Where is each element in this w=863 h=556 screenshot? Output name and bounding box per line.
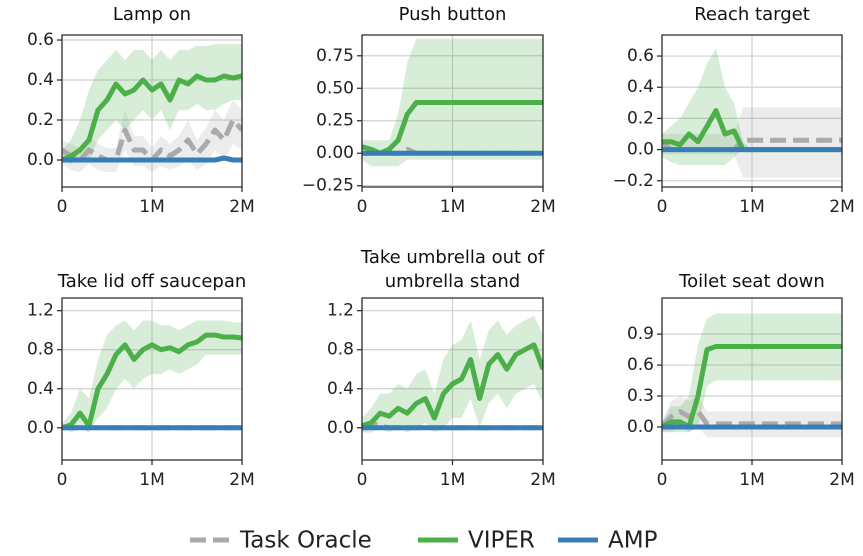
series-line	[662, 343, 842, 430]
y-tick-label: −0.2	[613, 171, 654, 191]
y-tick-label: 0.4	[627, 77, 654, 97]
x-tick-label: 1M	[440, 470, 465, 490]
y-tick-label: 0.0	[327, 418, 354, 438]
y-tick-label: 0.0	[27, 418, 54, 438]
subplot: 0.0 0.3 0.6 0.9 0 1M 2M	[627, 297, 855, 490]
x-tick-label: 0	[357, 470, 368, 490]
legend-label: VIPER	[468, 528, 535, 554]
x-tick-label: 1M	[139, 470, 164, 490]
y-tick-label: 0.75	[316, 46, 354, 66]
plot-area	[662, 313, 842, 438]
subplot-title: Take umbrella out of umbrella stand	[360, 247, 545, 292]
subplot-title: Lamp on	[112, 4, 192, 25]
confidence-band	[62, 320, 242, 433]
legend-label: Task Oracle	[239, 528, 372, 554]
series-line	[62, 155, 242, 163]
subplot: 0.0 0.2 0.4 0.6 0 1M 2M	[27, 30, 255, 217]
y-tick-label: 0.25	[316, 111, 354, 131]
x-tick-label: 0	[57, 197, 68, 217]
series-line	[62, 332, 242, 431]
subplot: −0.2 0.0 0.2 0.4 0.6 0 1M 2M	[613, 34, 855, 217]
legend-label: AMP	[608, 528, 658, 554]
axes-frame	[61, 297, 243, 461]
y-tick-label: 0.0	[627, 140, 654, 160]
plot-area	[362, 38, 543, 167]
confidence-band	[362, 315, 543, 433]
y-tick-label: 0.0	[627, 417, 654, 437]
axes-frame	[61, 34, 243, 188]
x-tick-label: 1M	[739, 197, 764, 217]
series-line	[362, 342, 543, 429]
x-tick-label: 0	[657, 470, 668, 490]
y-tick-label: 0.9	[627, 324, 654, 344]
subplot-title: Push button	[398, 4, 507, 25]
y-tick-label: 1.2	[327, 301, 354, 321]
y-tick-label: 0.4	[327, 379, 354, 399]
y-tick-label: 0.8	[327, 340, 354, 360]
y-tick-label: 0.0	[27, 150, 54, 170]
subplot: 0.0 0.4 0.8 1.2 0 1M 2M	[27, 297, 255, 490]
x-tick-label: 0	[657, 197, 668, 217]
x-tick-label: 2M	[530, 470, 555, 490]
x-tick-label: 2M	[829, 197, 854, 217]
axes-frame	[361, 297, 544, 461]
subplot: −0.25 0.00 0.25 0.50 0.75 0 1M 2M	[302, 34, 556, 217]
series-line	[62, 73, 242, 163]
axes-frame	[661, 34, 843, 188]
series-line	[362, 100, 543, 156]
y-tick-label: 0.50	[316, 78, 354, 98]
plot-area	[662, 48, 842, 178]
x-tick-label: 1M	[139, 197, 164, 217]
x-tick-label: 0	[57, 470, 68, 490]
x-tick-label: 2M	[829, 470, 854, 490]
y-tick-label: −0.25	[302, 176, 354, 196]
x-tick-label: 1M	[440, 197, 465, 217]
confidence-band	[662, 48, 842, 166]
x-tick-label: 2M	[229, 197, 254, 217]
subplot: 0.0 0.4 0.8 1.2 0 1M 2M	[327, 297, 556, 490]
y-tick-label: 0.4	[27, 379, 54, 399]
confidence-band	[62, 100, 242, 172]
y-tick-label: 0.8	[27, 340, 54, 360]
subplot-title: Toilet seat down	[679, 271, 825, 292]
y-tick-label: 0.6	[627, 355, 654, 375]
y-tick-label: 0.3	[627, 386, 654, 406]
subplot-title: Reach target	[694, 4, 810, 25]
plot-area	[62, 320, 242, 433]
legend: Task Oracle VIPER AMP	[190, 528, 658, 554]
x-tick-label: 2M	[530, 197, 555, 217]
axes-frame	[661, 297, 843, 461]
confidence-band	[662, 313, 842, 433]
plot-area	[62, 44, 242, 172]
y-tick-label: 0.2	[627, 108, 654, 128]
subplot-title: Take lid off saucepan	[57, 271, 247, 292]
y-tick-label: 0.6	[627, 46, 654, 66]
y-tick-label: 0.6	[27, 30, 54, 50]
y-tick-label: 0.00	[316, 143, 354, 163]
y-tick-label: 1.2	[27, 301, 54, 321]
y-tick-label: 0.4	[27, 70, 54, 90]
plot-area	[362, 315, 543, 433]
x-tick-label: 1M	[739, 470, 764, 490]
y-tick-label: 0.2	[27, 110, 54, 130]
x-tick-label: 0	[357, 197, 368, 217]
x-tick-label: 2M	[229, 470, 254, 490]
axes-frame	[361, 34, 544, 188]
